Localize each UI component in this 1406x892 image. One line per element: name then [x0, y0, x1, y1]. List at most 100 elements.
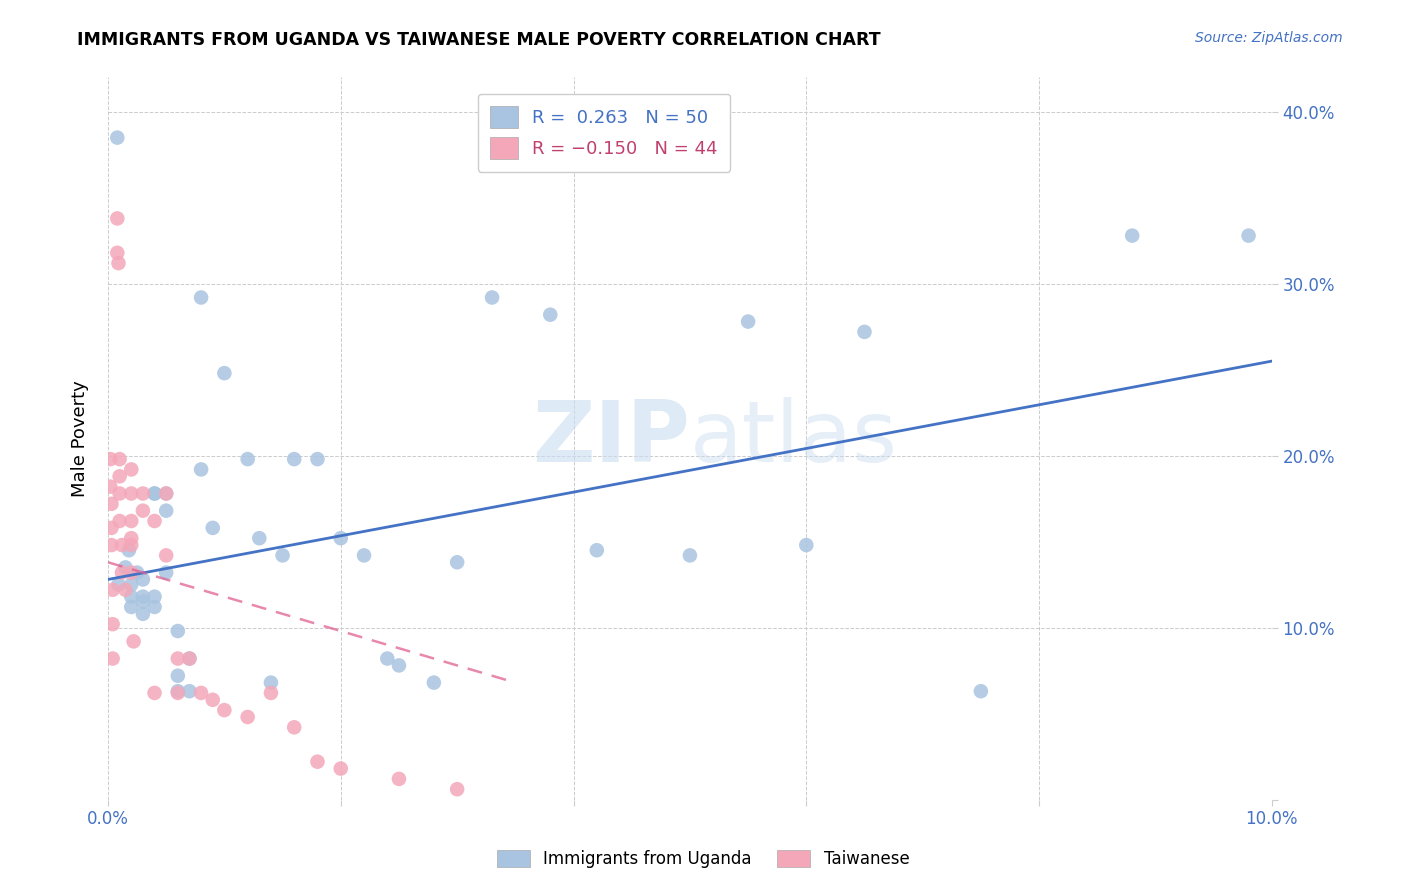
Point — [132, 590, 155, 604]
Point — [143, 686, 166, 700]
Point — [329, 531, 352, 545]
Point — [388, 658, 411, 673]
Point — [236, 452, 259, 467]
Point — [155, 549, 177, 563]
Point — [101, 582, 124, 597]
Point — [143, 599, 166, 614]
Point — [260, 675, 283, 690]
Point — [190, 291, 212, 305]
Point — [105, 245, 128, 260]
Point — [101, 617, 124, 632]
Point — [108, 469, 131, 483]
Legend: R =  0.263   N = 50, R = −0.150   N = 44: R = 0.263 N = 50, R = −0.150 N = 44 — [478, 94, 730, 172]
Point — [179, 684, 201, 698]
Point — [388, 772, 411, 786]
Point — [166, 686, 188, 700]
Point — [446, 782, 468, 797]
Point — [120, 514, 142, 528]
Point — [100, 521, 122, 535]
Point — [201, 521, 224, 535]
Point — [179, 651, 201, 665]
Point — [105, 130, 128, 145]
Text: ZIP: ZIP — [531, 397, 690, 480]
Point — [853, 325, 876, 339]
Point — [114, 560, 136, 574]
Point — [143, 486, 166, 500]
Point — [423, 675, 446, 690]
Point — [247, 531, 270, 545]
Point — [143, 590, 166, 604]
Point — [737, 315, 759, 329]
Point — [111, 538, 134, 552]
Point — [307, 755, 329, 769]
Point — [132, 607, 155, 621]
Point — [166, 624, 188, 638]
Point — [120, 486, 142, 500]
Point — [118, 543, 141, 558]
Point — [166, 651, 188, 665]
Point — [166, 669, 188, 683]
Text: atlas: atlas — [690, 397, 898, 480]
Point — [98, 480, 121, 494]
Point — [122, 634, 145, 648]
Point — [155, 486, 177, 500]
Point — [179, 651, 201, 665]
Point — [132, 595, 155, 609]
Point — [1121, 228, 1143, 243]
Point — [375, 651, 398, 665]
Point — [214, 703, 236, 717]
Point — [143, 514, 166, 528]
Point — [446, 555, 468, 569]
Point — [132, 573, 155, 587]
Point — [155, 486, 177, 500]
Point — [101, 651, 124, 665]
Point — [107, 577, 129, 591]
Point — [120, 599, 142, 614]
Point — [236, 710, 259, 724]
Point — [155, 566, 177, 580]
Point — [260, 686, 283, 700]
Point — [1237, 228, 1260, 243]
Point — [679, 549, 702, 563]
Point — [190, 462, 212, 476]
Point — [108, 486, 131, 500]
Point — [329, 762, 352, 776]
Y-axis label: Male Poverty: Male Poverty — [72, 380, 89, 497]
Point — [201, 693, 224, 707]
Point — [481, 291, 503, 305]
Point — [214, 366, 236, 380]
Point — [127, 566, 149, 580]
Point — [794, 538, 817, 552]
Point — [120, 590, 142, 604]
Point — [155, 504, 177, 518]
Point — [538, 308, 561, 322]
Point — [120, 538, 142, 552]
Point — [970, 684, 993, 698]
Point — [166, 684, 188, 698]
Text: Source: ZipAtlas.com: Source: ZipAtlas.com — [1195, 31, 1343, 45]
Text: IMMIGRANTS FROM UGANDA VS TAIWANESE MALE POVERTY CORRELATION CHART: IMMIGRANTS FROM UGANDA VS TAIWANESE MALE… — [77, 31, 882, 49]
Point — [271, 549, 294, 563]
Point — [190, 686, 212, 700]
Point — [120, 566, 142, 580]
Point — [98, 452, 121, 467]
Point — [108, 514, 131, 528]
Point — [105, 211, 128, 226]
Point — [585, 543, 607, 558]
Point — [100, 497, 122, 511]
Point — [114, 582, 136, 597]
Point — [120, 531, 142, 545]
Point — [108, 452, 131, 467]
Point — [132, 486, 155, 500]
Point — [120, 462, 142, 476]
Point — [111, 566, 134, 580]
Legend: Immigrants from Uganda, Taiwanese: Immigrants from Uganda, Taiwanese — [491, 843, 915, 875]
Point — [100, 538, 122, 552]
Point — [283, 720, 305, 734]
Point — [353, 549, 375, 563]
Point — [107, 256, 129, 270]
Point — [283, 452, 305, 467]
Point — [143, 486, 166, 500]
Point — [132, 504, 155, 518]
Point — [307, 452, 329, 467]
